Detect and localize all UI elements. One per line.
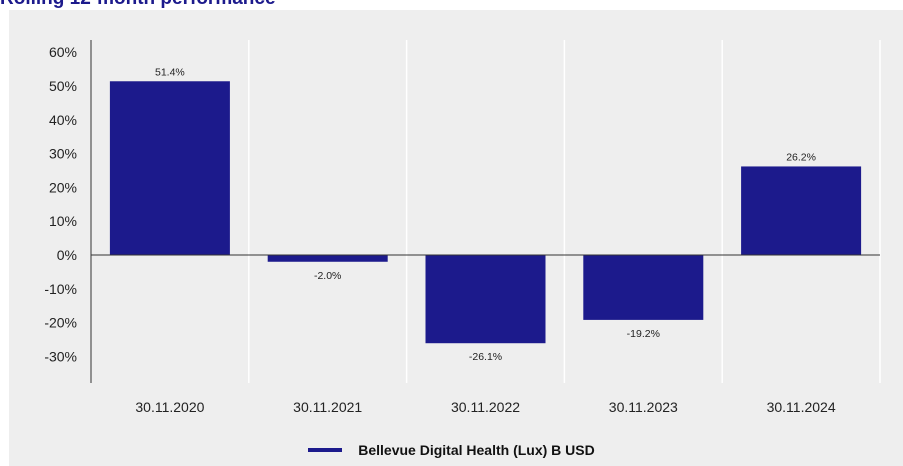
header-strip: Rolling 12-month performance (0, 0, 903, 10)
data-label: 51.4% (155, 66, 185, 78)
x-tick-label: 30.11.2023 (609, 399, 678, 415)
y-tick-label: 60% (49, 44, 77, 60)
x-tick-label: 30.11.2020 (135, 399, 204, 415)
bar-chart: 60% 50% 40% 30% 20% 10% 0% -10% -20% -30% 51.4% -2.… (44, 40, 881, 415)
bar (583, 255, 704, 320)
data-label: -19.2% (627, 328, 660, 340)
y-tick-label: -20% (44, 315, 77, 331)
data-label: -2.0% (314, 270, 341, 282)
y-tick-label: 50% (49, 78, 77, 94)
x-tick-label: 30.11.2022 (451, 399, 520, 415)
y-tick-label: -10% (44, 281, 77, 297)
y-tick-label: 20% (49, 179, 77, 195)
y-tick-label: -30% (44, 348, 77, 364)
data-label: -26.1% (469, 351, 502, 363)
x-tick-label: 30.11.2021 (293, 399, 362, 415)
y-tick-label: 40% (49, 112, 77, 128)
data-label: 26.2% (786, 151, 816, 163)
y-tick-label: 10% (49, 213, 77, 229)
y-tick-label: 30% (49, 146, 77, 162)
bar (741, 166, 862, 255)
y-tick-label: 0% (57, 247, 77, 263)
legend: Bellevue Digital Health (Lux) B USD (0, 437, 903, 463)
page-title: Rolling 12-month performance (0, 0, 276, 10)
bar (267, 255, 388, 262)
bar (425, 255, 546, 344)
legend-swatch (308, 448, 343, 452)
x-tick-label: 30.11.2024 (767, 399, 836, 415)
bar (109, 81, 230, 255)
legend-label: Bellevue Digital Health (Lux) B USD (358, 442, 595, 458)
